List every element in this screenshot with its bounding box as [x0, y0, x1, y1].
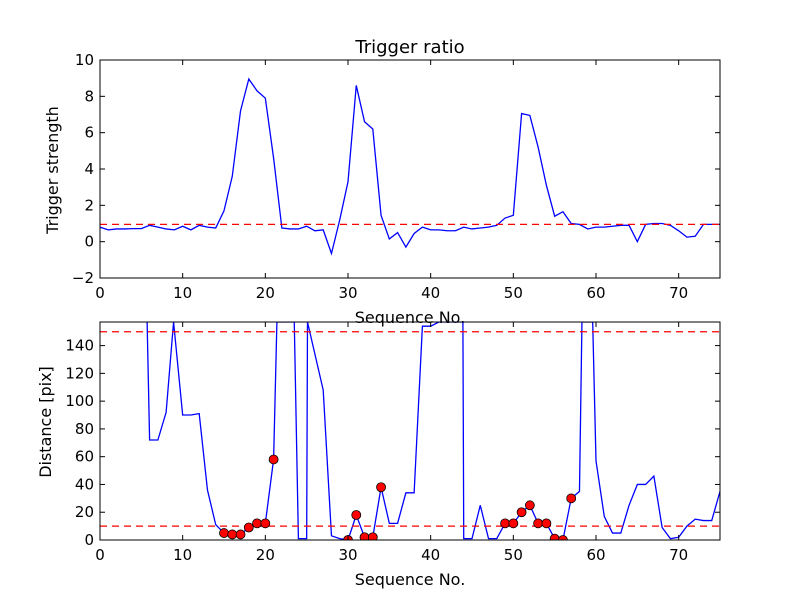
y-tick-label: 6	[84, 124, 94, 142]
data-point	[541, 518, 552, 529]
y-tick-label: 2	[84, 196, 94, 214]
chart-title: Trigger ratio	[354, 37, 464, 58]
data-point	[243, 522, 254, 533]
y-tick-label: 0	[84, 233, 94, 251]
data-point	[566, 493, 577, 504]
x-tick-label: 20	[256, 546, 275, 564]
data-point	[376, 482, 386, 493]
x-axis-label: Sequence No.	[355, 570, 466, 589]
data-point	[235, 529, 246, 540]
axes-frame	[99, 59, 721, 279]
y-tick-label: 140	[65, 337, 94, 355]
axes-frame	[99, 321, 721, 541]
y-tick-label: 100	[65, 392, 94, 410]
x-tick-label: 0	[95, 284, 105, 302]
series-line	[100, 77, 720, 256]
x-tick-label: 60	[586, 284, 605, 302]
data-point	[260, 518, 271, 529]
trigger-ratio-chart: Trigger ratio Trigger strength Sequence …	[43, 37, 721, 327]
x-tick-label: 50	[504, 284, 523, 302]
plot-area	[100, 322, 720, 540]
x-tick-label: 10	[173, 284, 192, 302]
x-axis-label: Sequence No.	[355, 308, 466, 327]
y-axis-label: Distance [pix]	[36, 366, 55, 478]
y-tick-label: 10	[75, 51, 94, 69]
y-tick-label: 120	[65, 364, 94, 382]
series-line	[146, 322, 720, 540]
distance-chart: Distance [pix] Sequence No. 0 10 20 30 40 50 6…	[36, 321, 721, 589]
data-point	[549, 533, 560, 540]
data-point	[558, 535, 568, 540]
data-point	[227, 529, 238, 540]
y-tick-label: 60	[75, 448, 94, 466]
data-point	[252, 518, 262, 529]
x-tick-label: 0	[95, 546, 105, 564]
data-point	[533, 518, 544, 529]
x-tick-label: 10	[173, 546, 192, 564]
data-point	[268, 454, 279, 465]
x-tick-label: 50	[504, 546, 523, 564]
plot-area	[100, 77, 720, 256]
data-point	[516, 507, 527, 518]
y-tick-label: 20	[75, 503, 94, 521]
y-tick-label: 0	[84, 531, 94, 549]
x-tick-label: 30	[338, 546, 357, 564]
x-tick-label: 70	[669, 546, 688, 564]
data-point	[508, 518, 519, 529]
y-tick-label: 40	[75, 475, 94, 493]
x-tick-label: 70	[669, 284, 688, 302]
x-tick-label: 40	[421, 284, 440, 302]
y-tick-label: −2	[72, 269, 94, 287]
data-point	[500, 518, 510, 529]
y-tick-label: 4	[84, 160, 94, 178]
data-point	[524, 500, 535, 511]
x-tick-label: 30	[338, 284, 357, 302]
data-point	[351, 510, 362, 520]
y-tick-label: 80	[75, 420, 94, 438]
y-tick-label: 8	[84, 87, 94, 105]
x-tick-label: 40	[421, 546, 440, 564]
x-tick-label: 60	[586, 546, 605, 564]
y-axis-label: Trigger strength	[43, 106, 62, 235]
data-point	[219, 528, 229, 538]
data-point	[367, 532, 378, 540]
x-tick-label: 20	[256, 284, 275, 302]
